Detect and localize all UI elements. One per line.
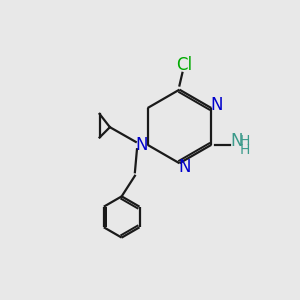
Text: N: N bbox=[210, 95, 223, 113]
Text: H: H bbox=[239, 143, 250, 157]
Text: Cl: Cl bbox=[176, 56, 192, 74]
Text: N: N bbox=[178, 158, 191, 176]
Text: N: N bbox=[231, 132, 243, 150]
Text: N: N bbox=[135, 136, 148, 154]
Text: H: H bbox=[239, 134, 250, 148]
